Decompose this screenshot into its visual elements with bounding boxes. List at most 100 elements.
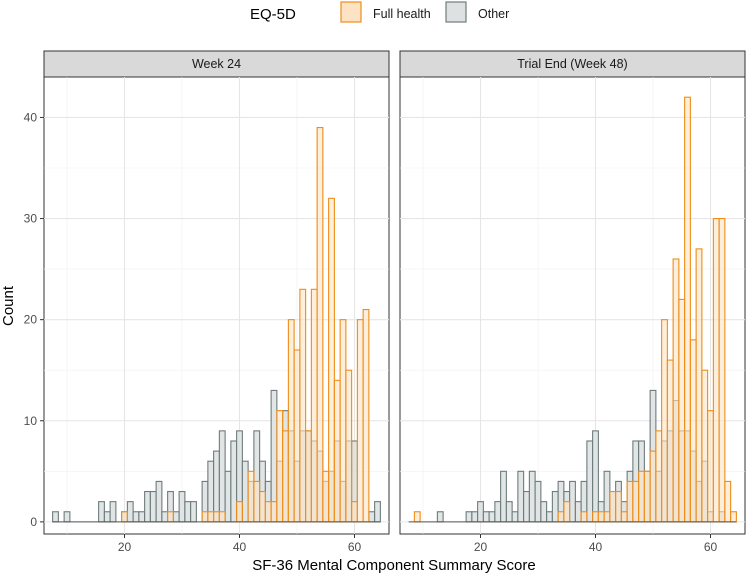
bar-full-health xyxy=(167,511,174,523)
bar-other xyxy=(482,511,490,523)
legend-title: EQ-5D xyxy=(250,6,296,23)
bar-other xyxy=(230,440,238,523)
bar-other xyxy=(511,511,519,523)
x-tick-label: 60 xyxy=(704,540,718,554)
bar-other xyxy=(224,470,232,523)
x-axis-title: SF-36 Mental Component Summary Score xyxy=(252,557,535,574)
bar-full-health xyxy=(356,319,364,523)
bar-other xyxy=(132,511,140,523)
bar-full-health xyxy=(592,511,599,523)
bar-other xyxy=(586,440,594,523)
bar-full-health xyxy=(333,379,341,523)
bar-full-health xyxy=(201,511,209,523)
bar-full-health xyxy=(253,480,261,523)
bar-other xyxy=(63,511,71,523)
bar-full-health xyxy=(632,480,640,523)
bar-other xyxy=(161,511,169,523)
bar-other xyxy=(592,430,599,523)
bar-full-health xyxy=(626,480,634,523)
bars-full-health-week-24 xyxy=(52,127,381,523)
bar-other xyxy=(52,511,59,523)
y-axis-ticks: 0 10 20 30 40 xyxy=(24,110,44,529)
bar-full-health xyxy=(597,511,605,523)
bar-full-health xyxy=(287,319,295,523)
bar-full-health xyxy=(603,511,611,523)
bar-other xyxy=(488,511,496,523)
facet-strip-week-24 xyxy=(43,50,390,78)
bar-other xyxy=(477,501,484,523)
bar-full-health xyxy=(264,501,272,523)
bar-other xyxy=(500,470,507,523)
bar-full-health xyxy=(259,490,266,523)
legend-label-other: Other xyxy=(478,7,509,21)
bar-full-health xyxy=(580,511,588,523)
y-tick-label: 40 xyxy=(24,110,38,124)
x-axis-ticks: 20 40 60 20 40 60 xyxy=(118,534,718,554)
bar-full-health xyxy=(305,430,312,523)
bar-full-health xyxy=(661,319,668,523)
bar-other xyxy=(126,501,134,523)
bar-other xyxy=(436,511,444,523)
legend: EQ-5D Full health Other xyxy=(250,1,509,23)
bar-full-health xyxy=(345,369,353,523)
bar-other xyxy=(534,480,542,523)
bar-other xyxy=(149,490,157,523)
bar-full-health xyxy=(282,430,289,523)
bar-full-health xyxy=(310,288,318,523)
bar-other xyxy=(103,511,111,523)
bar-other xyxy=(109,501,117,523)
bar-full-health xyxy=(643,470,651,523)
x-tick-label: 20 xyxy=(118,540,132,554)
bar-other xyxy=(218,430,226,523)
bar-full-health xyxy=(339,319,347,523)
bar-full-health xyxy=(351,501,358,523)
bar-other xyxy=(569,480,576,523)
bar-full-health xyxy=(609,490,617,523)
bar-full-health xyxy=(684,96,691,523)
bar-other xyxy=(98,501,105,523)
bar-other xyxy=(465,511,473,523)
bar-full-health xyxy=(121,511,128,523)
bar-full-health xyxy=(724,480,732,523)
bar-full-health xyxy=(730,511,737,523)
bar-full-health xyxy=(276,410,284,523)
legend-key-full-health xyxy=(340,1,362,23)
bar-full-health xyxy=(299,288,307,523)
bar-full-health xyxy=(707,410,714,523)
bar-other xyxy=(494,501,502,523)
bar-full-health xyxy=(207,511,215,523)
bar-full-health xyxy=(293,349,301,523)
bar-other xyxy=(178,490,186,523)
bar-full-health xyxy=(695,248,703,523)
bar-other xyxy=(528,470,536,523)
bar-full-health xyxy=(701,369,709,523)
bar-full-health xyxy=(655,430,663,523)
bar-full-health xyxy=(563,501,571,523)
bar-other xyxy=(138,511,146,523)
bar-other xyxy=(374,501,381,523)
y-tick-label: 20 xyxy=(24,313,38,327)
y-axis-title: Count xyxy=(0,285,17,326)
bar-full-health xyxy=(322,470,330,523)
facet-title-week-24: Week 24 xyxy=(192,57,241,71)
bar-full-health xyxy=(615,490,622,523)
x-tick-label: 20 xyxy=(474,540,488,554)
bar-full-health xyxy=(328,197,335,523)
legend-label-full-health: Full health xyxy=(373,7,431,21)
bar-other xyxy=(551,490,559,523)
bar-other xyxy=(523,490,530,523)
bar-full-health xyxy=(649,450,657,523)
bar-other xyxy=(144,490,151,523)
facet-trial-end-week-48: Trial End (Week 48) xyxy=(399,50,746,535)
bar-full-health xyxy=(213,511,220,523)
bar-full-health xyxy=(413,511,421,523)
bar-full-health xyxy=(557,511,565,523)
bar-full-health xyxy=(270,501,278,523)
bar-other xyxy=(155,480,163,523)
bar-other xyxy=(505,501,513,523)
y-tick-label: 30 xyxy=(24,212,38,226)
facet-week-24: Week 24 xyxy=(43,50,390,535)
bar-full-health xyxy=(672,258,680,523)
bar-full-health xyxy=(236,501,243,523)
bar-other xyxy=(517,470,525,523)
